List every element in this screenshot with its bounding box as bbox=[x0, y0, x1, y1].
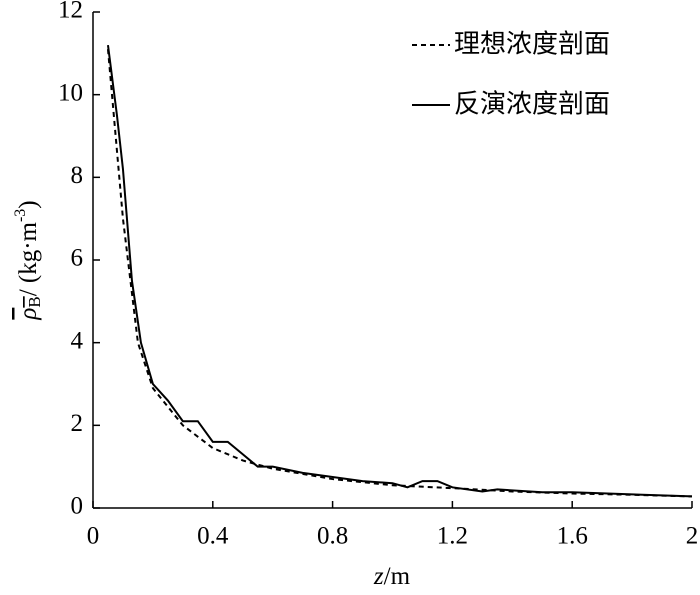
x-label-var: z bbox=[373, 563, 384, 590]
y-label-exponent: -3 bbox=[12, 209, 29, 222]
y-tick-label: 10 bbox=[58, 79, 83, 106]
y-label-symbol: ρ bbox=[15, 308, 42, 321]
x-tick-label: 0 bbox=[87, 523, 100, 550]
x-tick-label: 0.4 bbox=[197, 523, 229, 550]
legend-label: 反演浓度剖面 bbox=[454, 90, 610, 120]
y-tick-label: 2 bbox=[71, 410, 84, 437]
x-label-unit: /m bbox=[384, 563, 411, 590]
y-tick-label: 4 bbox=[71, 327, 84, 354]
y-tick-label: 6 bbox=[71, 245, 84, 272]
x-tick-label: 1.2 bbox=[437, 523, 468, 550]
legend-label: 理想浓度剖面 bbox=[454, 30, 610, 60]
x-tick-label: 2 bbox=[686, 523, 699, 550]
x-tick-label: 1.6 bbox=[557, 523, 588, 550]
y-label-close: ) bbox=[15, 200, 42, 208]
x-axis-label: z/m bbox=[373, 563, 411, 590]
y-tick-label: 8 bbox=[71, 162, 84, 189]
y-label-subscript: B bbox=[25, 296, 44, 307]
y-label-unit: / (kg·m bbox=[15, 221, 42, 296]
data-line bbox=[106, 49, 693, 498]
y-tick-label: 0 bbox=[71, 493, 84, 520]
y-axis-label: ρB/ (kg·m-3) bbox=[12, 200, 44, 320]
data-line bbox=[106, 44, 693, 498]
x-tick-label: 0.8 bbox=[317, 523, 348, 550]
y-tick-label: 12 bbox=[58, 0, 83, 24]
